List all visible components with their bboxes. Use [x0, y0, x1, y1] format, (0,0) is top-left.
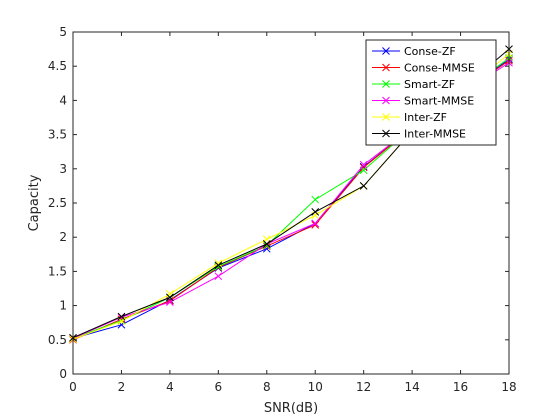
legend-entry: Smart-MMSE [372, 95, 474, 108]
data-point [166, 293, 174, 302]
data-point [214, 261, 223, 270]
legend-box [365, 39, 497, 146]
y-tick-label: 3 [59, 162, 67, 176]
x-tick-label: 2 [118, 380, 126, 394]
x-tick-label: 14 [404, 380, 419, 394]
axes-layer: 0 2 4 6 8 10 12 14 16 18 0 0.5 1 1.5 2 2.5 3 3.5 4 4.5 5 [48, 25, 517, 394]
x-tick-label: 6 [215, 380, 223, 394]
legend-marker [382, 129, 390, 138]
y-tick-label: 2.5 [48, 196, 67, 210]
data-point [214, 272, 223, 281]
x-tick-label: 8 [263, 380, 271, 394]
legend-label: Conse-ZF [404, 45, 456, 58]
x-tick-label: 12 [356, 380, 371, 394]
legend-marker [382, 96, 390, 105]
legend-marker [382, 63, 390, 72]
legend: Conse-ZF Conse-MMSE Smart-ZF Smart-MMSE Inte… [365, 39, 497, 146]
data-point [359, 182, 368, 190]
data-point [359, 160, 368, 169]
legend-marker [382, 80, 390, 88]
x-tick-label: 10 [308, 380, 323, 394]
legend-label: Inter-MMSE [404, 128, 466, 141]
x-tick-label: 18 [501, 380, 516, 394]
y-axis-label: Capacity [27, 174, 42, 231]
data-point [359, 163, 368, 172]
data-point [311, 219, 320, 228]
data-point [311, 195, 320, 204]
legend-entry: Conse-ZF [372, 45, 456, 58]
legend-label: Smart-ZF [404, 78, 455, 91]
legend-entry: Conse-MMSE [372, 62, 475, 75]
data-point [262, 240, 271, 248]
y-tick-label: 3.5 [48, 128, 67, 142]
y-tick-label: 0 [59, 367, 67, 381]
data-point [311, 221, 320, 229]
legend-entry: Smart-ZF [372, 78, 455, 91]
legend-entry: Inter-MMSE [372, 128, 466, 141]
legend-marker [382, 113, 390, 121]
x-tick-label: 4 [166, 380, 174, 394]
y-tick-label: 0.5 [48, 333, 67, 347]
legend-entry: Inter-ZF [372, 111, 447, 124]
legend-label: Inter-ZF [404, 111, 447, 124]
data-point [214, 259, 223, 268]
x-axis-label: SNR(dB) [264, 401, 318, 416]
data-point [311, 208, 320, 216]
y-tick-label: 1 [59, 299, 67, 313]
y-tick-label: 4.5 [48, 59, 67, 73]
y-tick-label: 5 [59, 25, 67, 39]
y-tick-label: 1.5 [48, 264, 67, 278]
data-point [117, 312, 126, 321]
legend-label: Conse-MMSE [404, 62, 475, 75]
y-tick-label: 4 [59, 93, 67, 107]
x-tick-label: 16 [453, 380, 468, 394]
y-tick-label: 2 [59, 230, 67, 244]
legend-marker [382, 47, 390, 55]
legend-label: Smart-MMSE [404, 95, 474, 108]
x-tick-label: 0 [69, 380, 77, 394]
